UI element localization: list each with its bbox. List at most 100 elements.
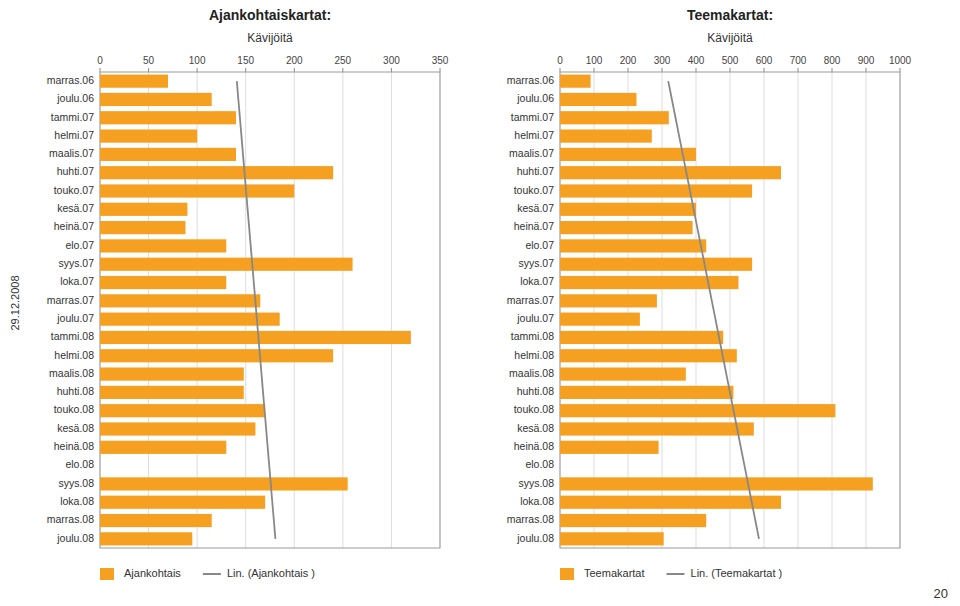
tick-label: 200	[286, 55, 303, 66]
legend: Teemakartat Lin. (Teemakartat )	[560, 567, 782, 580]
category-label: marras.07	[507, 294, 554, 306]
tick-label: 250	[335, 55, 352, 66]
grid-line	[764, 72, 765, 548]
bar	[100, 166, 333, 179]
bar	[100, 129, 197, 142]
grid-line	[594, 72, 595, 548]
category-label: tammi.07	[51, 111, 94, 123]
bar	[100, 459, 101, 472]
legend-entry: Ajankohtais	[124, 567, 181, 579]
tick-mark	[594, 68, 595, 72]
category-label: joulu.08	[56, 532, 94, 544]
grid-line	[294, 72, 295, 548]
tick-mark	[730, 68, 731, 72]
plot-frame	[560, 72, 900, 548]
category-label: loka.08	[520, 495, 554, 507]
bar	[100, 75, 168, 88]
bar	[100, 184, 294, 197]
category-label: loka.07	[60, 275, 94, 287]
bar	[560, 477, 873, 490]
bar	[100, 203, 187, 216]
category-label: helmi.08	[54, 349, 94, 361]
tick-mark	[148, 68, 149, 72]
bar	[560, 276, 739, 289]
legend-entry: Teemakartat	[584, 567, 645, 579]
category-label: helmi.08	[514, 349, 554, 361]
grid-line	[197, 72, 198, 548]
tick-label: 400	[688, 55, 705, 66]
category-label: touko.08	[54, 403, 94, 415]
bar	[560, 239, 706, 252]
category-label: syys.07	[58, 257, 94, 269]
bar	[560, 514, 706, 527]
bar	[560, 496, 781, 509]
bar	[100, 294, 260, 307]
category-label: huhti.08	[517, 385, 555, 397]
tick-label: 350	[432, 55, 449, 66]
chart-title: Ajankohtaiskartat:	[209, 7, 331, 23]
category-label: marras.06	[507, 74, 554, 86]
tick-label: 300	[654, 55, 671, 66]
bar	[100, 221, 185, 234]
bar	[560, 331, 723, 344]
category-label: elo.07	[65, 239, 94, 251]
category-label: loka.08	[60, 495, 94, 507]
x-axis-label: Kävijöitä	[707, 31, 753, 45]
tick-label: 900	[858, 55, 875, 66]
bar	[100, 496, 265, 509]
category-label: joulu.08	[516, 532, 554, 544]
legend-entry: Lin. (Teemakartat )	[691, 567, 783, 579]
tick-mark	[294, 68, 295, 72]
category-label: marras.08	[507, 513, 554, 525]
category-label: heinä.08	[54, 440, 94, 452]
tick-label: 600	[756, 55, 773, 66]
bar	[560, 367, 686, 380]
category-label: helmi.07	[514, 129, 554, 141]
bar	[560, 148, 696, 161]
category-label: kesä.07	[57, 202, 94, 214]
tick-label: 700	[790, 55, 807, 66]
bar	[100, 367, 244, 380]
category-label: syys.07	[518, 257, 554, 269]
category-label: tammi.08	[51, 330, 94, 342]
tick-mark	[696, 68, 697, 72]
category-label: marras.07	[47, 294, 94, 306]
bar	[560, 313, 640, 326]
x-axis-label: Kävijöitä	[247, 31, 293, 45]
bar	[560, 404, 835, 417]
tick-label: 500	[722, 55, 739, 66]
category-label: joulu.06	[516, 92, 554, 104]
category-label: huhti.07	[517, 165, 555, 177]
tick-mark	[764, 68, 765, 72]
bar	[560, 532, 664, 545]
category-label: elo.08	[65, 458, 94, 470]
bar	[560, 386, 733, 399]
bar	[100, 258, 353, 271]
legend-swatch	[560, 568, 574, 580]
chart-title: Teemakartat:	[687, 7, 773, 23]
plot-frame	[100, 72, 440, 548]
tick-mark	[197, 68, 198, 72]
grid-line	[730, 72, 731, 548]
category-label: kesä.08	[517, 422, 554, 434]
legend-entry: Lin. (Ajankohtais )	[227, 567, 315, 579]
bar	[100, 148, 236, 161]
category-label: maalis.07	[49, 147, 94, 159]
category-label: kesä.08	[57, 422, 94, 434]
tick-label: 300	[383, 55, 400, 66]
legend: Ajankohtais Lin. (Ajankohtais )	[100, 567, 315, 580]
category-label: joulu.06	[56, 92, 94, 104]
bar	[560, 422, 754, 435]
grid-line	[866, 72, 867, 548]
category-label: huhti.07	[57, 165, 95, 177]
trend-line	[668, 81, 759, 539]
bar	[100, 93, 212, 106]
bar	[100, 386, 244, 399]
bar	[560, 166, 781, 179]
marks	[560, 75, 873, 546]
category-label: touko.07	[514, 184, 554, 196]
grid-line	[148, 72, 149, 548]
bar	[100, 313, 280, 326]
chart-root: Ajankohtaiskartat:Kävijöitä0501001502002…	[0, 0, 960, 606]
category-label: marras.08	[47, 513, 94, 525]
